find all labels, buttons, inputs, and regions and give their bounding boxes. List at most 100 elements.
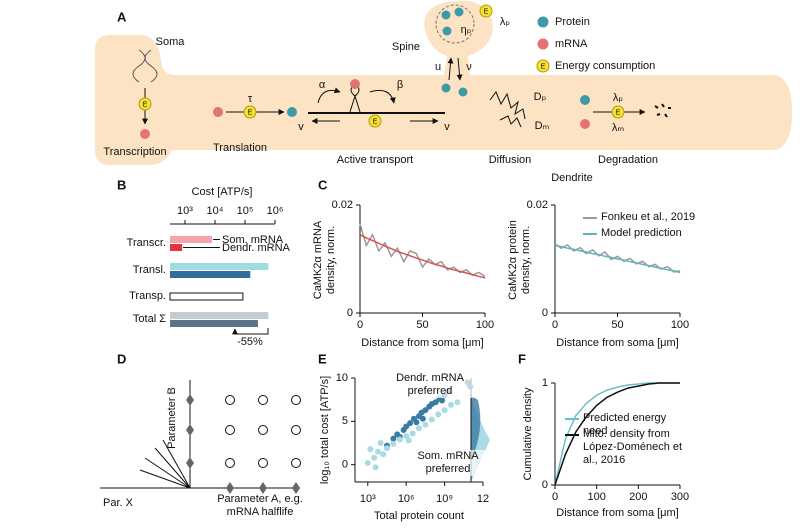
data-line: [359, 223, 486, 277]
point: [390, 440, 397, 447]
point: [441, 407, 448, 414]
point: [377, 440, 384, 446]
protein-icon: [441, 10, 451, 20]
fragments: [654, 103, 671, 118]
point: [435, 411, 442, 418]
y-axis-label: CaMK2α protein density, norm.: [507, 220, 532, 300]
protein-icon: [580, 95, 590, 105]
x-tick-label: 12: [477, 493, 489, 505]
symbol: β: [397, 79, 403, 91]
soma-label: Soma: [156, 36, 186, 48]
point: [403, 433, 410, 440]
cell-shape: [95, 0, 792, 165]
point: [375, 448, 382, 455]
panel-label: E: [318, 351, 327, 366]
symbol: v: [298, 121, 304, 133]
point: [371, 454, 378, 461]
bar: [170, 320, 258, 327]
y-tick-label: 5: [342, 415, 348, 427]
x-tick-label: 10⁶: [267, 205, 284, 217]
point: [367, 446, 374, 453]
energy-symbol: E: [484, 8, 489, 15]
row-label: Transp.: [129, 290, 166, 302]
process-label: Degradation: [598, 154, 658, 166]
y-tick-label: 0: [542, 307, 548, 319]
y-axis-label: CaMK2α mRNA density, norm.: [312, 220, 337, 300]
energy-icon: [479, 4, 493, 18]
arrow: [317, 87, 341, 104]
x-tick-label: 100: [476, 319, 494, 331]
legend-text: Mito. density from López-Doménech et al.…: [583, 428, 683, 466]
y-tick-label: 0.02: [332, 199, 353, 211]
bar: [169, 292, 244, 301]
legend-text: Energy consumption: [555, 60, 655, 72]
process-label: Translation: [213, 142, 267, 154]
parameter-grid: [225, 395, 301, 468]
symbol: ν: [466, 61, 472, 73]
x-tick-label: 10³: [360, 493, 376, 505]
bar: [170, 312, 269, 319]
spine-compartment: [435, 4, 475, 44]
dna-icon: [132, 49, 158, 83]
x-axis-label: Distance from soma [μm]: [556, 337, 678, 349]
dendrite-label: Dendrite: [551, 172, 593, 184]
mrna-icon: [580, 119, 590, 129]
par-x-lines: [139, 439, 191, 489]
y-axis-label: log₁₀ total cost [ATP/s]: [318, 375, 331, 485]
symbol: τ: [248, 93, 253, 105]
point: [390, 435, 397, 442]
bar-name: Dendr. mRNA: [222, 242, 291, 254]
x-axis-label: Distance from soma [μm]: [361, 337, 483, 349]
symbol: Dₚ: [534, 91, 547, 103]
panel-label: D: [117, 351, 126, 366]
x-tick-label: 10⁹: [436, 493, 453, 505]
legend-text: Predicted energy need: [583, 412, 667, 437]
symbol: u: [435, 61, 441, 73]
x-tick-label: 50: [611, 319, 623, 331]
symbol: λₚ: [500, 16, 511, 28]
energy-icon: [138, 97, 152, 111]
panel-label: B: [117, 177, 126, 192]
process-label: Diffusion: [489, 154, 532, 166]
x-axis-label: Total protein count: [374, 510, 464, 522]
symbol: α: [319, 79, 326, 91]
x-tick-label: 0: [552, 491, 558, 503]
point: [454, 399, 461, 406]
annotation: Dendr. mRNA preferred: [380, 372, 480, 398]
point: [448, 401, 454, 408]
x-axis-label: Cost [ATP/s]: [192, 186, 253, 198]
x-tick-label: 0: [552, 319, 558, 331]
x-tick-label: 300: [671, 491, 689, 503]
point: [419, 415, 426, 422]
point: [364, 459, 371, 466]
point: [413, 419, 420, 426]
panel-label: C: [318, 177, 328, 192]
row-label: Total Σ: [133, 313, 166, 325]
panel-label: F: [518, 351, 526, 366]
x-axis-label: Distance from soma [μm]: [556, 507, 678, 519]
point: [380, 451, 387, 458]
point: [403, 423, 410, 430]
data-line: [554, 244, 681, 274]
bar: [170, 244, 183, 251]
axis-label: Parameter B: [166, 387, 178, 449]
bar: [170, 263, 269, 270]
row-label: Transl.: [133, 264, 166, 276]
protein-icon: [442, 26, 452, 36]
x-tick-label: 50: [416, 319, 428, 331]
energy-symbol: E: [541, 63, 546, 70]
row-label: Transcr.: [127, 237, 166, 249]
bar: [170, 236, 213, 243]
energy-symbol: E: [248, 109, 253, 116]
arrow: [447, 57, 454, 81]
point: [396, 436, 403, 443]
y-axis-label: Cumulative density: [521, 387, 534, 481]
point: [409, 430, 416, 437]
symbol: Dₘ: [535, 120, 550, 132]
x-tick-label: 10⁶: [398, 493, 415, 505]
arrow: [369, 89, 396, 104]
mrna-icon: [213, 107, 223, 117]
annotation: -55%: [237, 336, 263, 348]
mrna-icon: [140, 129, 150, 139]
